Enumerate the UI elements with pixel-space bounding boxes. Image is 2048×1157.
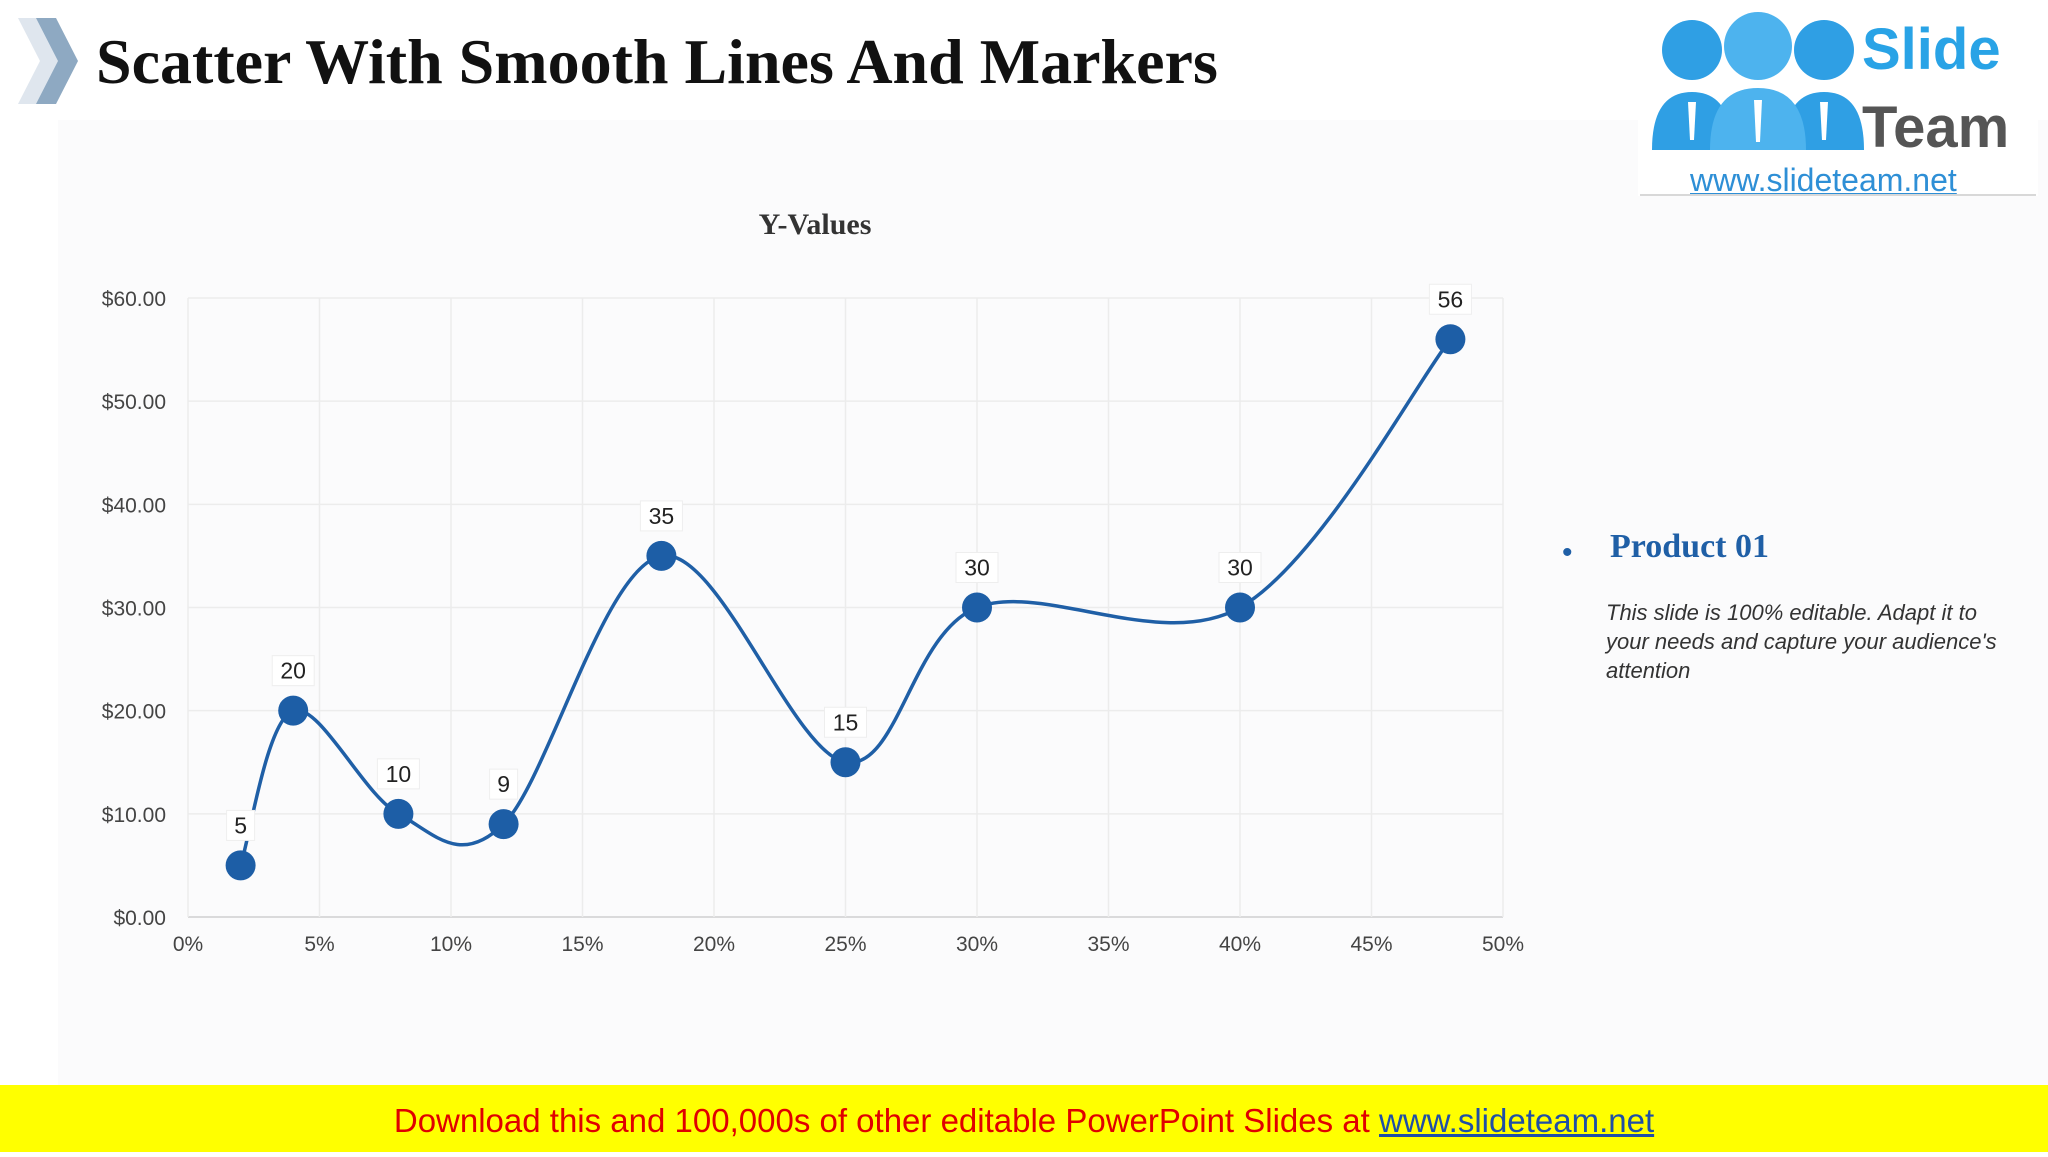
chart-panel [58, 120, 2048, 1085]
slideteam-logo: Slide Team www.slideteam.net [1638, 0, 2038, 198]
legend-title: Product 01 [1610, 528, 1769, 565]
data-point [1225, 592, 1255, 623]
data-point [1435, 324, 1466, 355]
logo-brand-top: Slide [1862, 17, 2001, 82]
data-label-box [1428, 283, 1472, 315]
x-tick-label: 35% [1087, 933, 1129, 956]
logo-brand-bottom: Team [1862, 95, 2010, 160]
people-icon [1652, 12, 1864, 150]
x-tick-label: 40% [1219, 933, 1261, 956]
data-label-box [955, 552, 999, 583]
logo-divider [1640, 194, 2036, 196]
slide-title: Scatter With Smooth Lines And Markers [96, 26, 1218, 97]
data-point [646, 540, 677, 571]
y-tick-label: $60.00 [102, 288, 166, 311]
y-tick-label: $10.00 [102, 804, 166, 827]
data-point [830, 747, 861, 778]
legend-description: This slide is 100% editable. Adapt it to… [1606, 600, 1997, 683]
data-label-box [489, 768, 519, 800]
y-tick-label: $50.00 [102, 391, 166, 414]
x-tick-label: 5% [304, 933, 334, 956]
data-label: 9 [497, 771, 510, 797]
legend-bullet: • [1562, 536, 1573, 569]
scatter-chart: Y-Values $0.00 $10.00 $20.00 $30.00 $40.00 $5… [102, 208, 1524, 956]
chart-title: Y-Values [759, 208, 872, 241]
data-label-box [824, 706, 867, 738]
data-label: 30 [964, 555, 990, 581]
x-tick-label: 15% [561, 933, 603, 956]
data-label: 5 [234, 812, 247, 838]
data-label-box [1218, 552, 1262, 583]
x-tick-label: 10% [430, 933, 472, 956]
data-label: 35 [649, 503, 675, 529]
data-point [225, 850, 256, 881]
data-label: 10 [386, 761, 412, 787]
data-label-box [226, 809, 256, 841]
chart-gridlines [187, 297, 1504, 918]
data-label: 56 [1438, 286, 1464, 312]
data-label: 15 [833, 709, 859, 735]
y-tick-label: $40.00 [102, 494, 166, 517]
chart-series: 5 20 10 9 35 15 30 30 56 [225, 283, 1472, 881]
data-label: 20 [280, 658, 306, 684]
banner-link[interactable]: www.slideteam.net [1379, 1102, 1655, 1139]
chart-axes: $0.00 $10.00 $20.00 $30.00 $40.00 $50.00 $60.0… [102, 288, 1524, 956]
y-tick-label: $0.00 [113, 907, 166, 930]
series-line [238, 338, 1452, 866]
data-label-box [271, 655, 315, 687]
data-label: 30 [1227, 555, 1253, 581]
data-point [488, 809, 519, 840]
chevron-icon [18, 18, 78, 104]
data-label-box [376, 758, 420, 790]
x-tick-label: 25% [824, 933, 866, 956]
data-point [962, 592, 992, 623]
x-tick-label: 50% [1482, 933, 1524, 956]
y-tick-label: $30.00 [102, 598, 166, 621]
y-tick-label: $20.00 [102, 701, 166, 724]
data-point [278, 695, 309, 726]
download-banner: Download this and 100,000s of other edit… [0, 1085, 2048, 1152]
data-point [383, 798, 414, 829]
banner-text: Download this and 100,000s of other edit… [393, 1102, 1370, 1139]
data-label-box [639, 500, 683, 532]
x-tick-label: 0% [173, 933, 203, 956]
x-tick-label: 20% [693, 933, 735, 956]
x-tick-label: 30% [956, 933, 998, 956]
x-tick-label: 45% [1350, 933, 1392, 956]
logo-url-link[interactable]: www.slideteam.net [1690, 162, 1957, 198]
